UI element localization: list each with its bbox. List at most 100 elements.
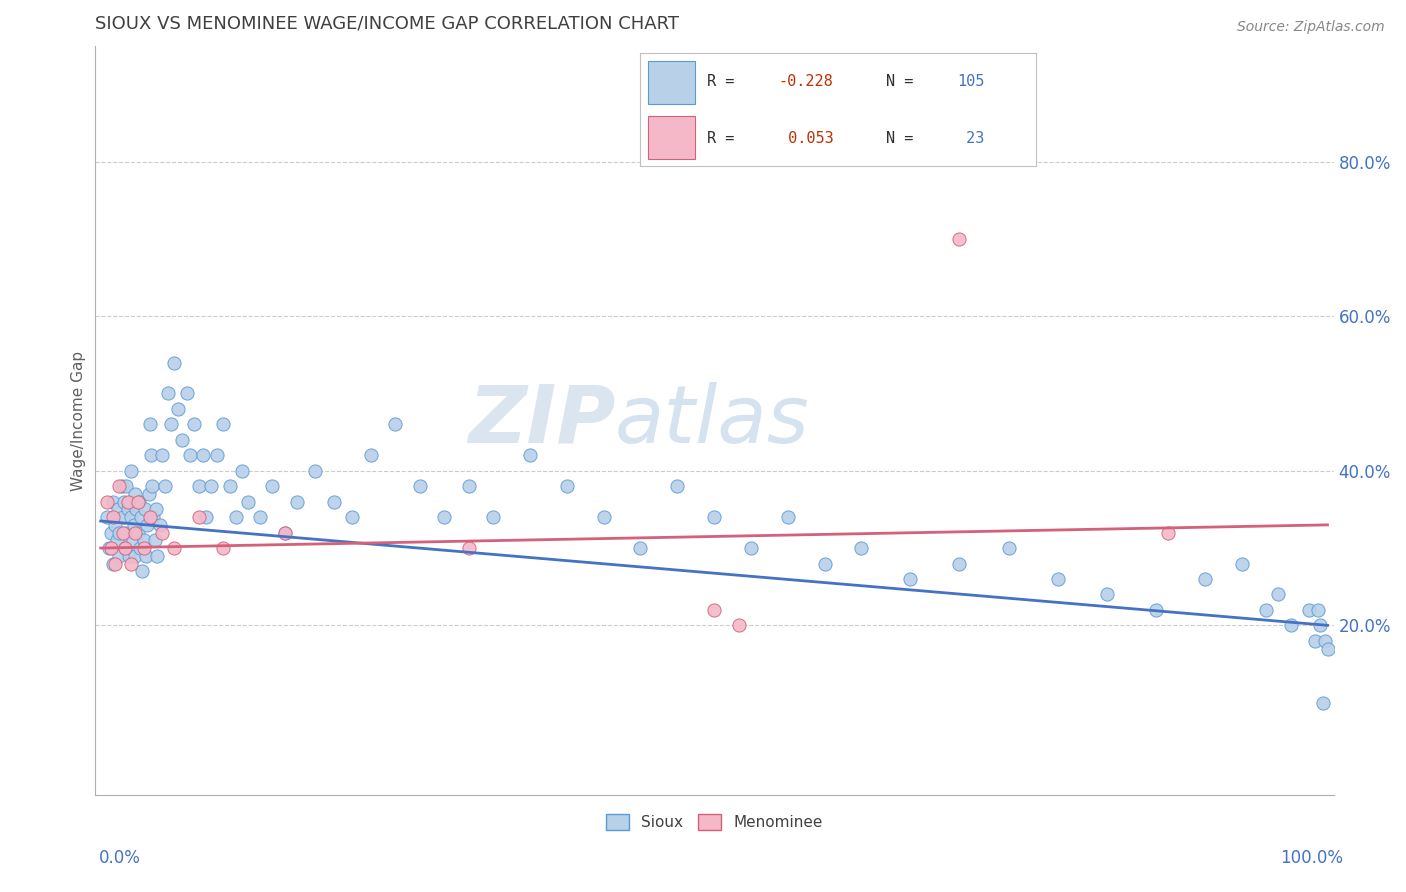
Point — [142, 510, 165, 524]
Point — [666, 479, 689, 493]
Point — [1144, 603, 1167, 617]
Point — [340, 510, 363, 524]
Point — [851, 541, 873, 555]
Point — [134, 502, 156, 516]
Point — [187, 510, 209, 524]
Point — [124, 525, 146, 540]
Y-axis label: Wage/Income Gap: Wage/Income Gap — [72, 351, 86, 491]
Point — [183, 417, 205, 432]
Point — [139, 510, 162, 524]
Point — [1230, 557, 1253, 571]
Point — [114, 541, 136, 555]
Point — [195, 510, 218, 524]
Point — [1309, 618, 1331, 632]
Point — [124, 549, 146, 563]
Point — [482, 510, 505, 524]
Point — [112, 494, 135, 508]
Point — [1313, 633, 1336, 648]
Point — [101, 510, 124, 524]
Point — [104, 517, 127, 532]
Point — [457, 479, 479, 493]
Point — [900, 572, 922, 586]
Point — [96, 510, 118, 524]
Point — [1194, 572, 1216, 586]
Point — [1046, 572, 1069, 586]
Point — [225, 510, 247, 524]
Point — [519, 448, 541, 462]
Point — [120, 510, 142, 524]
Point — [120, 557, 142, 571]
Legend: Sioux, Menominee: Sioux, Menominee — [599, 808, 828, 837]
Point — [1095, 587, 1118, 601]
Point — [150, 448, 173, 462]
Text: atlas: atlas — [614, 382, 810, 459]
Point — [108, 479, 131, 493]
Point — [630, 541, 652, 555]
Point — [285, 494, 308, 508]
Point — [274, 525, 297, 540]
Point — [111, 510, 134, 524]
Point — [100, 541, 122, 555]
Point — [117, 494, 139, 508]
Point — [104, 557, 127, 571]
Point — [149, 517, 172, 532]
Point — [212, 417, 235, 432]
Point — [457, 541, 479, 555]
Point — [360, 448, 382, 462]
Point — [120, 464, 142, 478]
Point — [997, 541, 1019, 555]
Text: Source: ZipAtlas.com: Source: ZipAtlas.com — [1237, 20, 1385, 34]
Point — [96, 494, 118, 508]
Point — [727, 618, 749, 632]
Point — [207, 448, 229, 462]
Point — [159, 417, 181, 432]
Point — [170, 433, 193, 447]
Point — [105, 533, 128, 548]
Point — [555, 479, 578, 493]
Text: SIOUX VS MENOMINEE WAGE/INCOME GAP CORRELATION CHART: SIOUX VS MENOMINEE WAGE/INCOME GAP CORRE… — [94, 15, 679, 33]
Point — [100, 525, 122, 540]
Point — [948, 557, 970, 571]
Point — [114, 525, 136, 540]
Point — [163, 541, 186, 555]
Point — [218, 479, 240, 493]
Point — [212, 541, 235, 555]
Point — [122, 517, 145, 532]
Point — [129, 541, 152, 555]
Point — [120, 494, 142, 508]
Point — [145, 502, 167, 516]
Point — [1267, 587, 1289, 601]
Point — [115, 479, 138, 493]
Text: 0.0%: 0.0% — [98, 849, 141, 867]
Point — [127, 494, 149, 508]
Point — [1157, 525, 1180, 540]
Point — [948, 232, 970, 246]
Point — [135, 549, 157, 563]
Point — [1298, 603, 1320, 617]
Point — [101, 557, 124, 571]
Point — [262, 479, 284, 493]
Point — [304, 464, 326, 478]
Point — [740, 541, 762, 555]
Point — [129, 510, 152, 524]
Point — [127, 525, 149, 540]
Point — [125, 502, 148, 516]
Point — [167, 401, 190, 416]
Point — [813, 557, 835, 571]
Point — [191, 448, 214, 462]
Point — [1303, 633, 1326, 648]
Point — [131, 564, 153, 578]
Point — [1306, 603, 1329, 617]
Point — [136, 517, 159, 532]
Point — [111, 525, 134, 540]
Point — [1312, 696, 1334, 710]
Point — [592, 510, 614, 524]
Point — [176, 386, 198, 401]
Text: 100.0%: 100.0% — [1279, 849, 1343, 867]
Point — [110, 479, 132, 493]
Point — [146, 549, 169, 563]
Point — [98, 541, 121, 555]
Point — [1316, 641, 1339, 656]
Point — [274, 525, 297, 540]
Point — [138, 487, 160, 501]
